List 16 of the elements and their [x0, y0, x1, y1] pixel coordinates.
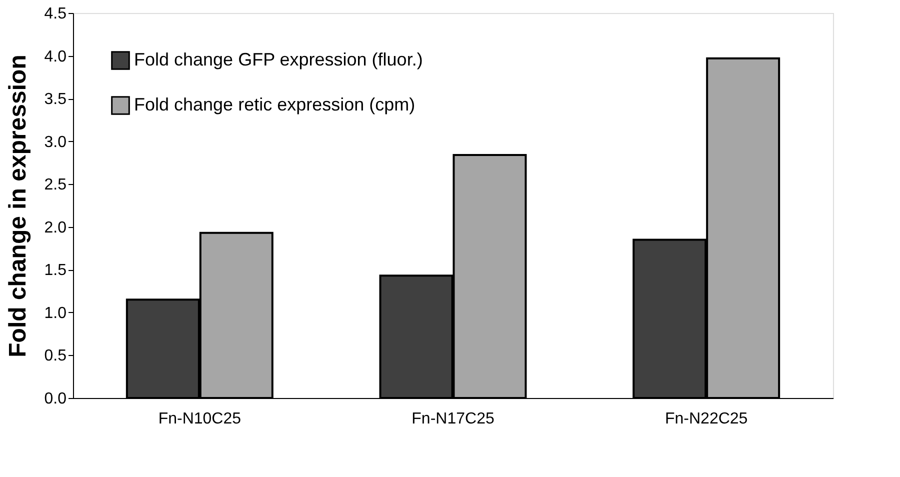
x-tick-label: Fn-N17C25	[412, 410, 494, 428]
y-tick-label: 1.5	[44, 262, 67, 280]
y-tick-label: 3.5	[44, 91, 67, 108]
legend-label: Fold change GFP expression (fluor.)	[134, 50, 423, 70]
y-tick-label: 0.5	[44, 348, 67, 365]
x-tick-label: Fn-N10C25	[158, 410, 242, 428]
y-tick-label: 3.0	[44, 134, 67, 151]
y-tick-label: 1.0	[44, 304, 67, 322]
legend-label: Fold change retic expression (cpm)	[134, 94, 416, 114]
y-tick-label: 4.0	[44, 48, 67, 66]
y-tick-label: 0.0	[44, 390, 67, 408]
y-axis-title: Fold change in expression	[4, 54, 32, 358]
y-tick-label: 2.5	[44, 176, 67, 194]
y-tick-label: 4.5	[44, 6, 67, 22]
y-tick-label: 2.0	[44, 219, 67, 236]
x-tick-label: Fn-N22C25	[664, 410, 748, 428]
